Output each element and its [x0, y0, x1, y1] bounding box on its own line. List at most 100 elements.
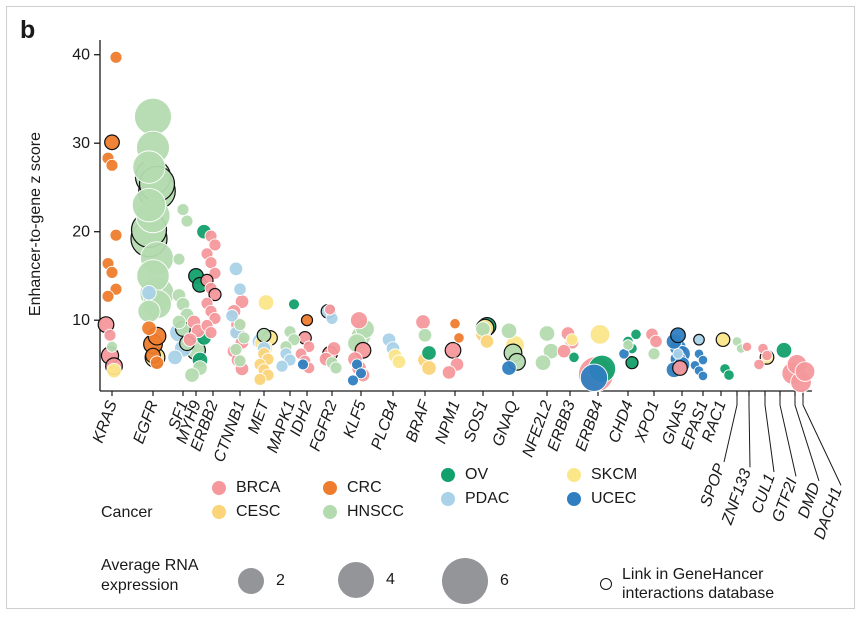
legend-item-ucec: UCEC — [567, 490, 636, 508]
data-point-gnas — [672, 360, 688, 376]
data-point-gnaq — [501, 360, 517, 376]
data-point-myh9 — [182, 332, 198, 347]
data-point-chd4 — [622, 339, 634, 351]
data-point-idh2 — [302, 340, 316, 353]
genehancer-legend: Link in GeneHancer interactions database — [600, 565, 774, 603]
leader-line — [764, 396, 775, 473]
size-legend-item-4: 4 — [338, 562, 395, 598]
size-legend-dot — [338, 562, 374, 598]
data-point-sos1 — [479, 334, 495, 349]
legend-label: OV — [465, 466, 489, 483]
leader-line — [779, 396, 797, 477]
legend-item-brca: BRCA — [212, 479, 280, 497]
data-point-kras — [106, 340, 118, 353]
data-point-idh2 — [300, 314, 314, 327]
y-tick-label: 10 — [72, 312, 90, 329]
data-point-met — [257, 294, 275, 311]
data-point-myh9 — [184, 367, 200, 383]
data-point-kras — [109, 228, 123, 242]
data-point-egfr — [141, 320, 157, 336]
data-point-kras — [105, 158, 119, 172]
x-tick-label: ERBB4 — [573, 398, 607, 453]
data-point-kras — [101, 289, 115, 303]
data-point-kras — [106, 362, 122, 379]
data-point-erbb4 — [579, 363, 609, 392]
leader-line — [802, 396, 842, 486]
x-tick-label: SPOP — [698, 461, 729, 509]
data-point-nfe2l2 — [538, 325, 556, 342]
data-point-kras — [103, 328, 117, 342]
data-point-xpo1 — [649, 334, 663, 349]
legend-swatch — [212, 505, 226, 519]
legend-item-pdac: PDAC — [441, 490, 509, 508]
legend-size-title-line2: expression — [101, 577, 179, 594]
legend-item-crc: CRC — [323, 479, 382, 497]
legend-label: HNSCC — [347, 503, 404, 520]
legend-swatch — [441, 492, 455, 506]
data-point-klf5 — [347, 374, 359, 387]
x-tick-label: BRAF — [403, 397, 434, 444]
data-point-mapk1 — [275, 359, 289, 373]
legend-swatch — [323, 481, 337, 495]
data-point-ctnnb1 — [237, 331, 251, 345]
data-point-npm1 — [453, 332, 465, 344]
x-tick-label: KRAS — [90, 398, 121, 445]
legend-label: PDAC — [465, 490, 510, 507]
size-legend-label: 2 — [276, 572, 285, 589]
data-point-erbb3 — [568, 351, 580, 364]
legend-swatch — [212, 481, 226, 495]
data-point-xpo1 — [647, 347, 661, 361]
data-point-gtf2i — [775, 342, 793, 359]
data-point-erbb2 — [208, 238, 222, 252]
data-point-erbb3 — [565, 333, 579, 347]
data-point-ctnnb1 — [233, 318, 247, 332]
data-point-idh2 — [297, 358, 309, 371]
data-point-gnaq — [500, 322, 518, 340]
x-tick-label: NPM1 — [433, 399, 464, 447]
data-point-ctnnb1 — [229, 342, 243, 356]
genehancer-legend-label: Link in GeneHancer interactions database — [622, 565, 774, 603]
genehancer-line2: interactions database — [622, 585, 775, 602]
data-point-sf1 — [171, 314, 187, 330]
data-point-fgfr2 — [329, 361, 343, 375]
leader-line — [794, 396, 820, 482]
data-point-ctnnb1 — [225, 309, 239, 323]
data-point-sf1 — [167, 349, 183, 366]
x-tick-label: PLCB4 — [368, 398, 401, 452]
data-point-braf — [421, 360, 437, 376]
size-legend-item-2: 2 — [238, 568, 285, 594]
size-legend-item-6: 6 — [442, 558, 509, 604]
x-tick-label: KLF5 — [341, 398, 370, 440]
data-point-kras — [104, 134, 120, 151]
legend-swatch — [567, 468, 581, 482]
data-point-braf — [415, 314, 431, 330]
y-tick-label: 30 — [72, 135, 90, 152]
size-legend-label: 4 — [386, 571, 395, 588]
x-tick-label: EGFR — [131, 398, 162, 446]
data-point-rac1 — [723, 369, 735, 381]
data-point-ctnnb1 — [233, 354, 247, 368]
data-point-sf1 — [176, 203, 190, 217]
legend-label: CRC — [347, 479, 382, 496]
data-point-chd4 — [625, 356, 639, 370]
data-point-ctnnb1 — [233, 282, 247, 296]
legend-swatch — [441, 468, 455, 482]
data-point-npm1 — [449, 318, 461, 330]
legend-label: BRCA — [236, 479, 281, 496]
panel-label: b — [20, 16, 36, 44]
data-point-sf1 — [180, 214, 194, 228]
leader-line — [748, 396, 751, 468]
legend-size-title-line1: Average RNA — [101, 557, 199, 574]
data-point-klf5 — [349, 311, 369, 330]
data-point-sf1 — [172, 252, 186, 266]
data-point-fgfr2 — [326, 341, 342, 356]
y-tick-label: 40 — [72, 47, 90, 64]
data-point-epas1 — [693, 333, 705, 346]
legend-item-cesc: CESC — [212, 503, 280, 521]
data-point-erbb4 — [589, 324, 611, 345]
legend-label: CESC — [236, 503, 281, 520]
legend-size-title: Average RNA expression — [101, 556, 199, 596]
legend-label: UCEC — [591, 490, 637, 507]
legend-item-hnscc: HNSCC — [323, 503, 404, 521]
